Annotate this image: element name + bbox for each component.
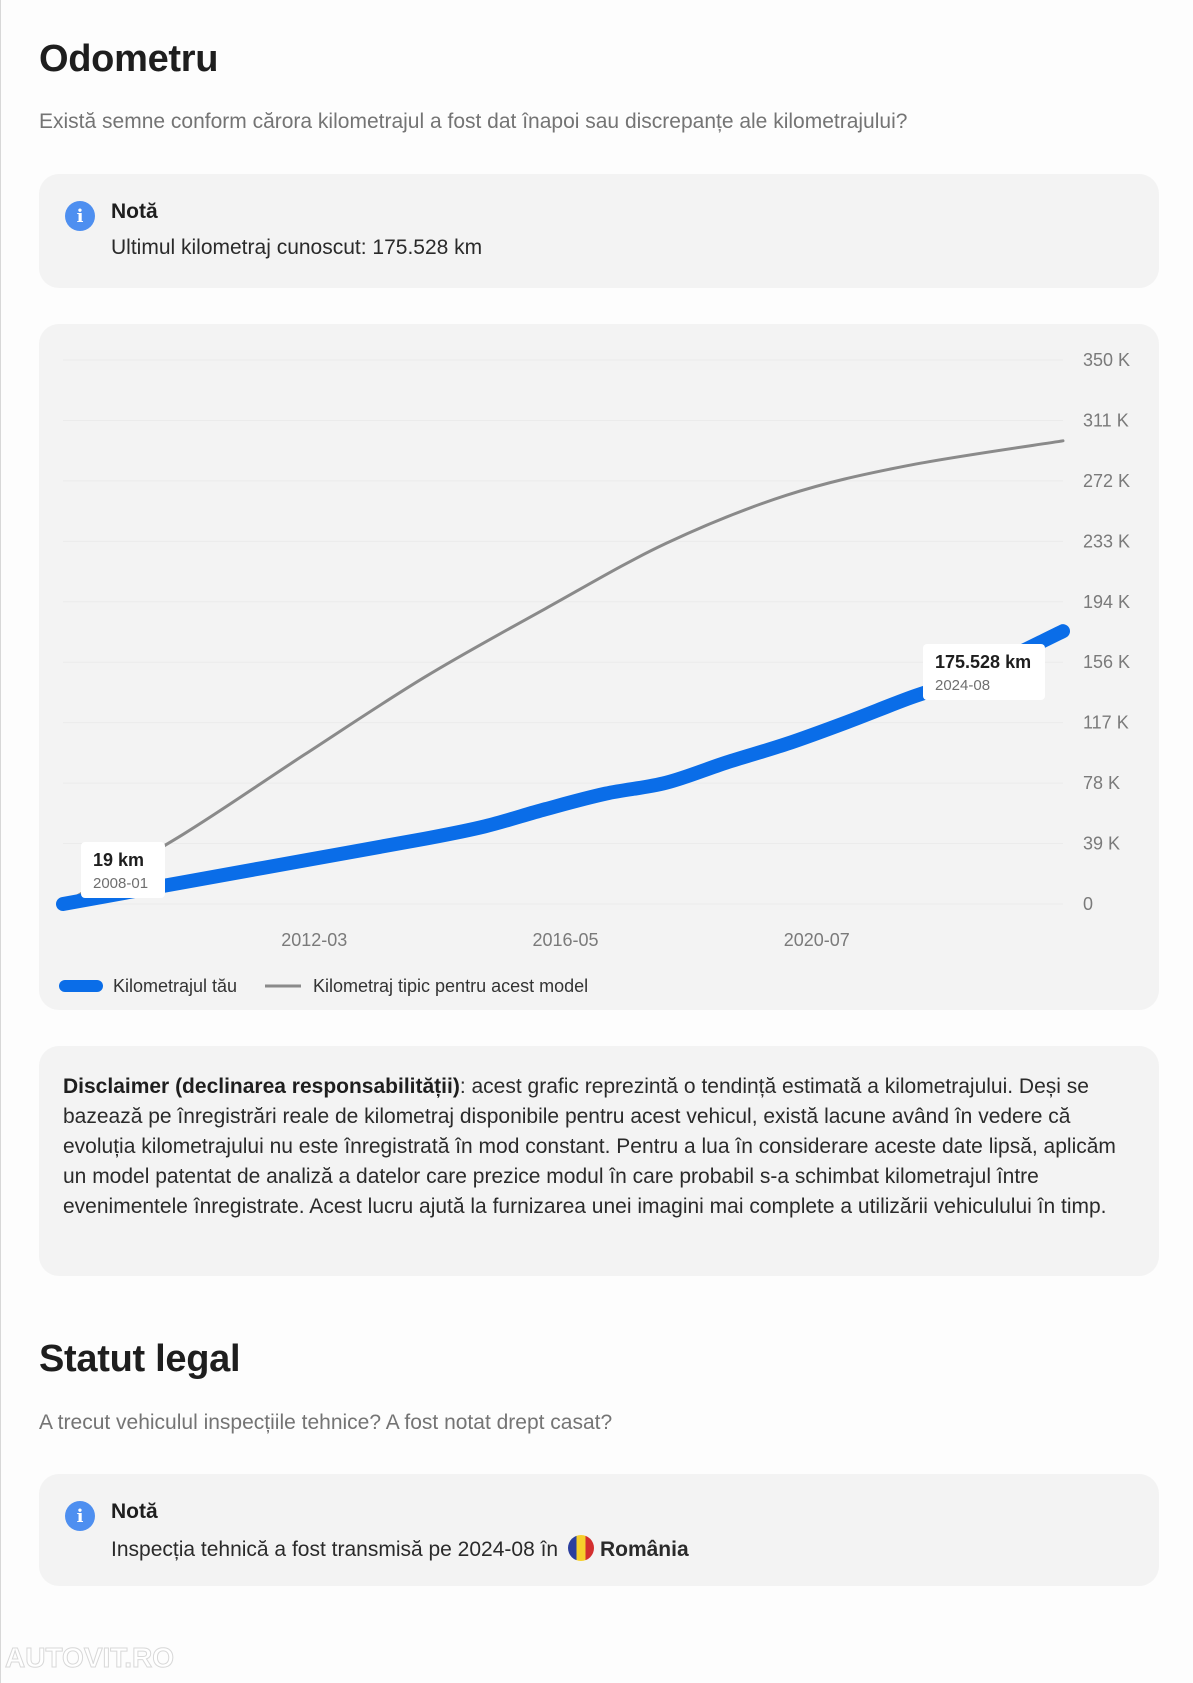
mileage-annotation: 175.528 km 2024-08 [923, 644, 1045, 700]
odometer-note: i Notă Ultimul kilometraj cunoscut: 175.… [39, 174, 1159, 288]
y-tick-label: 156 K [1083, 652, 1130, 672]
info-icon: i [65, 201, 95, 231]
odometer-title: Odometru [39, 38, 219, 80]
note-text: Ultimul kilometraj cunoscut: 175.528 km [111, 236, 483, 259]
series-line-your-mileage [56, 624, 1070, 911]
legal-title: Statut legal [39, 1338, 241, 1380]
x-tick-label: 2020-07 [784, 930, 850, 950]
annotation-value: 19 km [93, 850, 144, 870]
legal-subtitle-wrap: A trecut vehiculul inspecțiile tehnice? … [39, 1411, 1159, 1435]
y-tick-label: 272 K [1083, 471, 1130, 491]
odometer-chart-card: 0 39 K 78 K 117 K 156 K 194 K 233 K 272 K 311 K 3… [39, 324, 1159, 1010]
y-tick-label: 0 [1083, 894, 1093, 914]
series-line-typical-mileage [61, 439, 1065, 906]
x-tick-label: 2016-05 [532, 930, 598, 950]
watermark: AUTOVIT.RO [4, 1642, 175, 1674]
romania-flag-icon [567, 1535, 594, 1561]
legend-label-typical-mileage: Kilometraj tipic pentru acest model [313, 976, 588, 996]
odometer-subtitle: Există semne conform cărora kilometrajul… [39, 110, 908, 133]
y-tick-label: 194 K [1083, 592, 1130, 612]
disclaimer-text: : acest grafic reprezintă o tendință est… [63, 1075, 1116, 1218]
odometer-subtitle-wrap: Există semne conform cărora kilometrajul… [39, 110, 1159, 134]
annotation-date: 2024-08 [935, 677, 990, 694]
y-tick-label: 350 K [1083, 350, 1130, 370]
mileage-annotation: 19 km 2008-01 [81, 842, 165, 898]
legend-label-your-mileage: Kilometrajul tău [113, 976, 237, 996]
annotation-date: 2008-01 [93, 875, 148, 892]
annotation-box [923, 644, 1045, 700]
note-text: Inspecția tehnică a fost transmisă pe 20… [111, 1535, 689, 1562]
odometer-section: Odometru [39, 38, 1159, 81]
annotation-box [81, 842, 165, 898]
country-name: România [599, 1538, 689, 1561]
legal-subtitle: A trecut vehiculul inspecțiile tehnice? … [39, 1411, 613, 1434]
note-title: Notă [111, 200, 158, 223]
y-tick-label: 78 K [1083, 773, 1120, 793]
annotation-value: 175.528 km [935, 652, 1031, 672]
legal-note: i Notă Inspecția tehnică a fost transmis… [39, 1474, 1159, 1586]
note-title: Notă [111, 1500, 158, 1523]
y-tick-label: 117 K [1083, 713, 1129, 733]
y-tick-label: 311 K [1083, 410, 1129, 430]
odometer-chart: 0 39 K 78 K 117 K 156 K 194 K 233 K 272 K 311 K 3… [56, 350, 1130, 996]
legal-section: Statut legal [39, 1338, 1159, 1381]
y-tick-label: 39 K [1083, 834, 1120, 854]
disclaimer-box: Disclaimer (declinarea responsabilității… [39, 1046, 1159, 1276]
y-tick-label: 233 K [1083, 531, 1130, 551]
info-icon: i [65, 1501, 95, 1531]
inspection-text: Inspecția tehnică a fost transmisă pe 20… [111, 1538, 559, 1561]
x-tick-label: 2012-03 [281, 930, 347, 950]
disclaimer-title: Disclaimer (declinarea responsabilității… [63, 1075, 460, 1098]
